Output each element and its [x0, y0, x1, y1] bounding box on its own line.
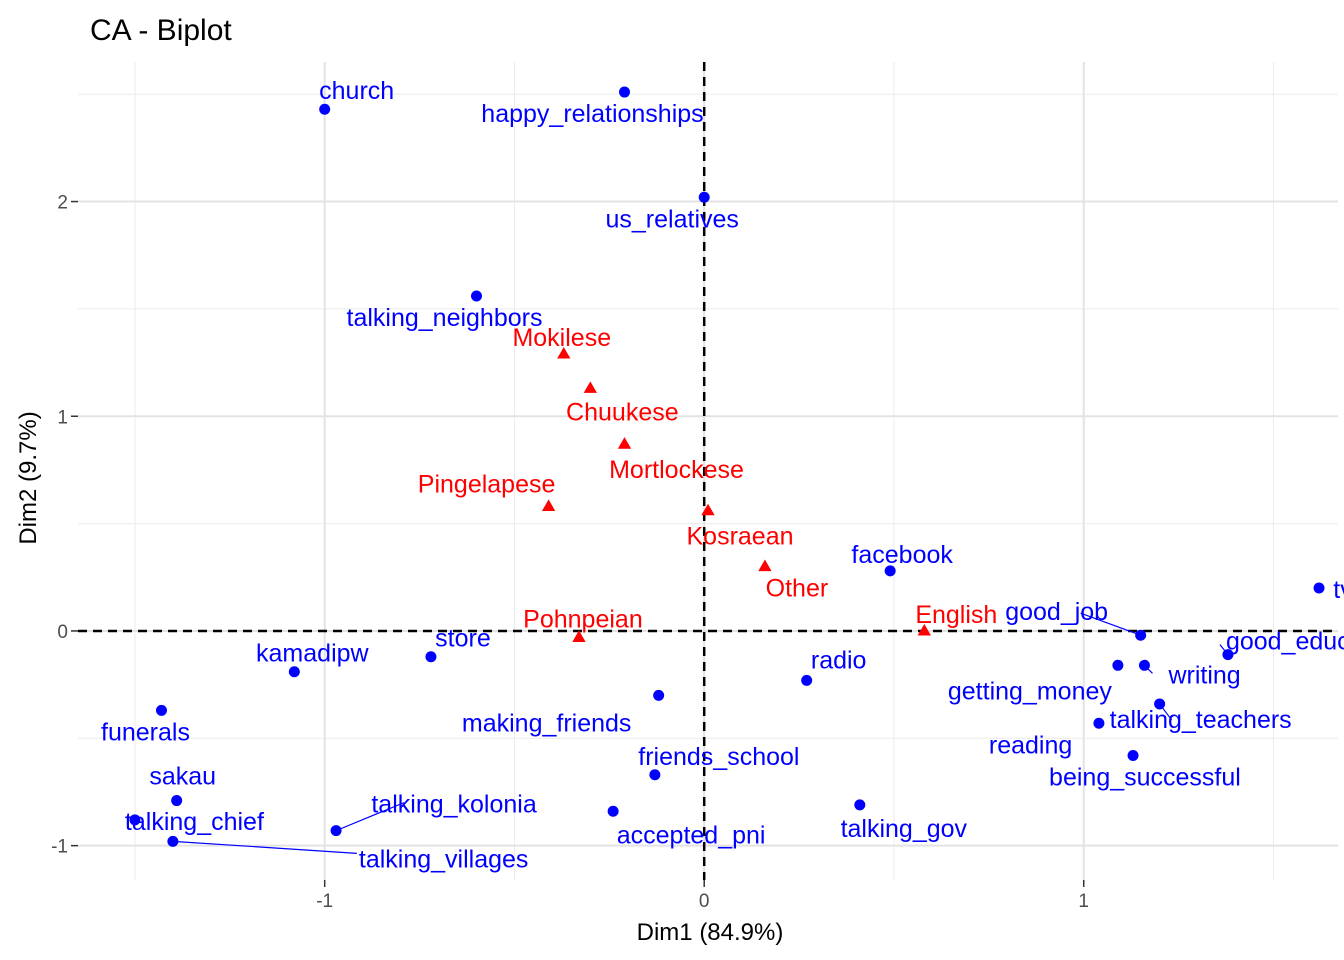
- y-tick-label: 0: [57, 622, 68, 643]
- point-church: [319, 103, 331, 115]
- label-chuukese: Chuukese: [566, 398, 679, 426]
- data-points: [129, 86, 1325, 847]
- point-pingelapese: [541, 499, 556, 511]
- point-chuukese: [583, 381, 597, 393]
- point-english: [917, 623, 931, 636]
- label-facebook: facebook: [851, 541, 953, 569]
- x-axis-title: Dim1 (84.9%): [637, 919, 784, 946]
- x-tick-label: 1: [1078, 891, 1089, 912]
- point-talking-gov: [854, 799, 866, 811]
- label-good-job: good_job: [1005, 598, 1108, 626]
- point-pohnpeian: [572, 630, 586, 642]
- label-happy-relationships: happy_relationships: [481, 100, 703, 128]
- point-talking-teachers: [1154, 698, 1166, 710]
- point-talking-chief: [129, 814, 141, 826]
- label-good-education: good_education: [1226, 628, 1344, 656]
- label-radio: radio: [811, 646, 867, 674]
- point-tv: [1313, 582, 1325, 594]
- label-other: Other: [766, 575, 829, 603]
- minor-gridlines: [78, 62, 1338, 880]
- point-kamadipw: [288, 666, 300, 678]
- label-accepted-pni: accepted_pni: [617, 821, 766, 849]
- point-labels: church happy_relationships us_relativestal…: [101, 77, 1344, 873]
- label-talking-kolonia: talking_kolonia: [371, 791, 536, 819]
- point-kosraean: [701, 503, 715, 516]
- label-reading: reading: [989, 731, 1072, 759]
- label-kosraean: Kosraean: [686, 523, 793, 551]
- point-store: [425, 651, 437, 663]
- point-talking-villages: [167, 835, 179, 847]
- point-being-successful: [1127, 749, 1139, 761]
- x-tick-label: 0: [699, 891, 710, 912]
- label-pohnpeian: Pohnpeian: [523, 605, 643, 633]
- point-writing: [1138, 659, 1150, 671]
- point-other: [758, 559, 772, 572]
- label-friends-school: friends_school: [638, 743, 799, 771]
- point-reading: [1093, 717, 1105, 729]
- point-good-job: [1135, 629, 1147, 641]
- label-english: English: [915, 601, 997, 629]
- point-mokilese: [557, 346, 571, 359]
- leader-line-talking-kolonia: [335, 802, 405, 832]
- point-happy-relationships: [619, 86, 631, 98]
- label-funerals: funerals: [101, 718, 190, 746]
- leader-line-good-job: [1080, 612, 1141, 636]
- label-pingelapese: Pingelapese: [418, 470, 556, 498]
- label-tv: tv: [1333, 576, 1344, 604]
- label-sakau: sakau: [149, 763, 216, 791]
- point-talking-neighbors: [470, 290, 482, 302]
- point-getting-money: [1112, 659, 1124, 671]
- point-us-relatives: [698, 191, 710, 203]
- label-writing: writing: [1167, 661, 1240, 689]
- label-talking-neighbors: talking_neighbors: [347, 304, 543, 332]
- label-us-relatives: us_relatives: [606, 205, 739, 233]
- y-axis-title: Dim2 (9.7%): [15, 411, 42, 544]
- label-kamadipw: kamadipw: [256, 640, 369, 668]
- label-talking-gov: talking_gov: [841, 815, 968, 843]
- label-mortlockese: Mortlockese: [609, 456, 744, 484]
- label-talking-villages: talking_villages: [359, 845, 529, 873]
- label-store: store: [435, 625, 491, 653]
- point-funerals: [155, 704, 167, 716]
- label-mokilese: Mokilese: [512, 324, 611, 352]
- point-mortlockese: [617, 437, 632, 449]
- x-axis-ticks: -1 0 1: [316, 880, 1089, 912]
- point-sakau: [171, 795, 183, 807]
- y-tick-label: 1: [57, 407, 68, 428]
- x-tick-label: -1: [316, 891, 333, 912]
- label-talking-teachers: talking_teachers: [1110, 706, 1292, 734]
- label-making-friends: making_friends: [462, 709, 632, 737]
- y-axis-ticks: -1 0 1 2: [51, 193, 78, 858]
- label-being-successful: being_successful: [1049, 763, 1241, 791]
- point-accepted-pni: [607, 805, 619, 817]
- leader-line-talking-villages: [172, 840, 357, 854]
- point-facebook: [884, 565, 896, 577]
- label-getting-money: getting_money: [948, 677, 1113, 705]
- y-tick-label: 2: [57, 193, 68, 214]
- point-radio: [801, 674, 813, 686]
- point-making-friends: [653, 689, 665, 701]
- point-good-education: [1222, 649, 1234, 661]
- point-friends-school: [649, 769, 661, 781]
- point-talking-kolonia: [330, 825, 342, 837]
- chart-title: CA - Biplot: [90, 14, 232, 47]
- y-tick-label: -1: [51, 837, 68, 858]
- label-talking-chief: talking_chief: [125, 808, 264, 836]
- label-church: church: [319, 77, 394, 105]
